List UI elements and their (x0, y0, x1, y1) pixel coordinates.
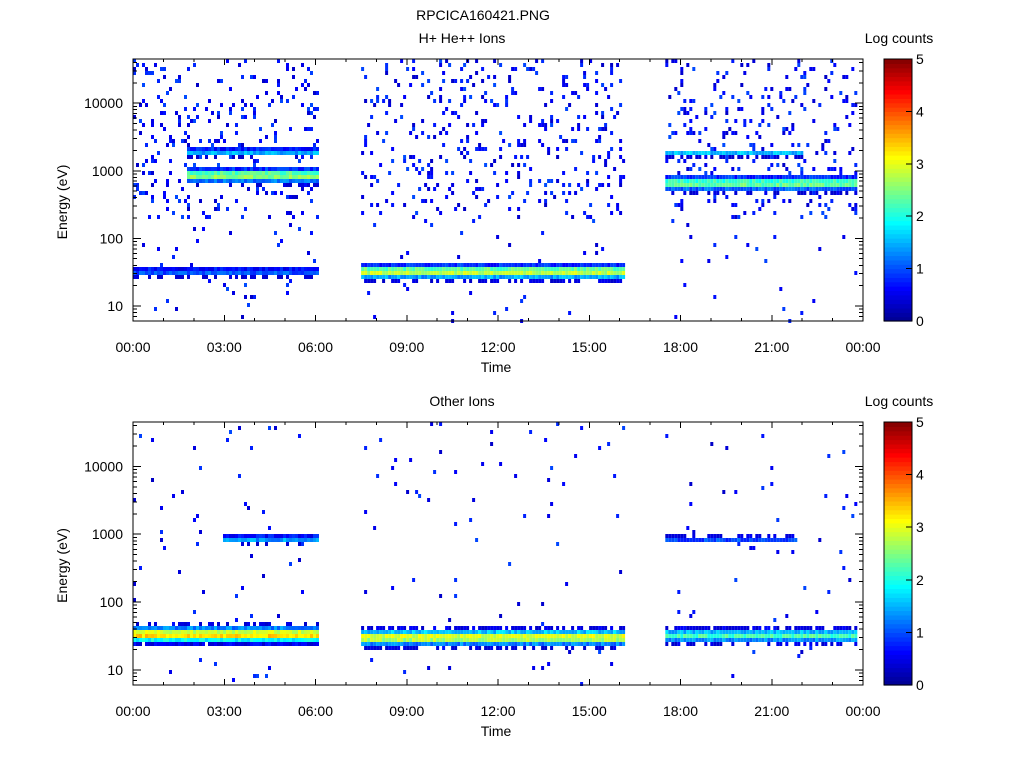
x-tick-label: 03:00 (207, 703, 242, 719)
heatmap-cells (133, 422, 858, 686)
colorbar-label: Log counts (865, 30, 934, 46)
x-tick-label: 18:00 (663, 703, 698, 719)
y-tick-label: 1000 (92, 526, 123, 542)
y-tick-label: 10 (107, 298, 123, 314)
y-axis-label: Energy (eV) (54, 165, 70, 240)
x-tick-label: 15:00 (572, 703, 607, 719)
y-tick-label: 1000 (92, 163, 123, 179)
colorbar-tick-label: 4 (916, 103, 924, 119)
colorbar-tick-label: 0 (916, 677, 924, 693)
y-tick-label: 10000 (84, 458, 123, 474)
x-tick-label: 09:00 (389, 339, 424, 355)
colorbar-tick-label: 0 (916, 313, 924, 329)
heatmap-cells (133, 59, 858, 323)
panel-title: Other Ions (429, 393, 494, 409)
colorbar-tick-label: 1 (916, 624, 924, 640)
colorbar: 0 1 2 3 4 5 Log counts (865, 30, 934, 329)
x-tick-label: 03:00 (207, 339, 242, 355)
figure-title: RPCICA160421.PNG (416, 7, 550, 23)
colorbar-tick-label: 5 (916, 414, 924, 430)
x-tick-label: 00:00 (845, 339, 880, 355)
x-tick-label: 00:00 (845, 703, 880, 719)
y-tick-label: 10000 (84, 95, 123, 111)
x-tick-label: 00:00 (115, 703, 150, 719)
x-tick-label: 12:00 (480, 703, 515, 719)
panel-1: H+ He++ Ions 00:00 03:00 06:00 09:00 12:00 15:… (54, 30, 933, 375)
y-tick-label: 100 (100, 230, 124, 246)
colorbar-tick-label: 3 (916, 519, 924, 535)
x-tick-label: 21:00 (754, 339, 789, 355)
colorbar-tick-label: 5 (916, 51, 924, 67)
colorbar-label: Log counts (865, 393, 934, 409)
x-tick-label: 09:00 (389, 703, 424, 719)
colorbar: 0 1 2 3 4 5 Log counts (865, 393, 934, 693)
y-tick-label: 10 (107, 662, 123, 678)
x-tick-label: 15:00 (572, 339, 607, 355)
panel-title: H+ He++ Ions (419, 30, 506, 46)
x-tick-label: 06:00 (298, 339, 333, 355)
colorbar-tick-label: 1 (916, 261, 924, 277)
panel-2: Other Ions 00:00 03:00 06:00 09:00 12:00 15:00… (54, 393, 933, 739)
x-axis-label: Time (481, 359, 512, 375)
y-axis-label: Energy (eV) (54, 528, 70, 603)
x-tick-label: 21:00 (754, 703, 789, 719)
colorbar-tick-label: 4 (916, 467, 924, 483)
x-tick-label: 12:00 (480, 339, 515, 355)
y-tick-label: 100 (100, 594, 124, 610)
x-tick-label: 06:00 (298, 703, 333, 719)
colorbar-tick-label: 3 (916, 156, 924, 172)
x-tick-label: 00:00 (115, 339, 150, 355)
colorbar-tick-label: 2 (916, 572, 924, 588)
x-tick-label: 18:00 (663, 339, 698, 355)
colorbar-tick-label: 2 (916, 208, 924, 224)
x-axis-label: Time (481, 723, 512, 739)
